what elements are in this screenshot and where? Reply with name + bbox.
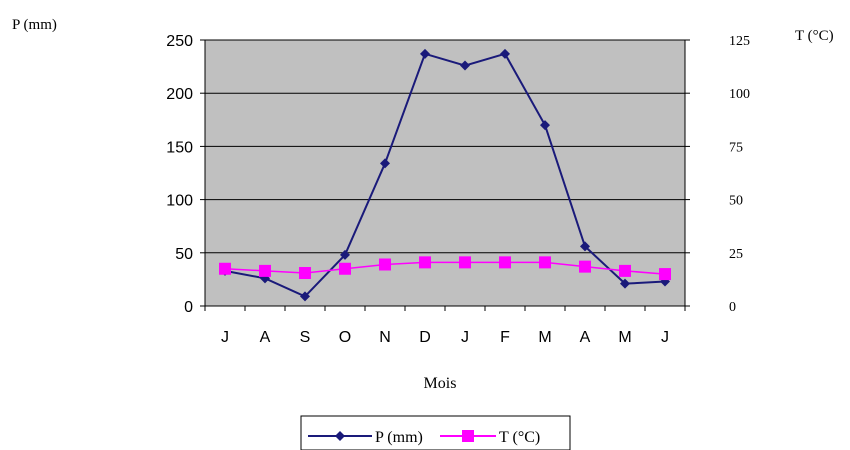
- y-right-tick-label: 75: [729, 140, 743, 155]
- y-right-tick-label: 25: [729, 247, 743, 262]
- y-right-tick-label: 125: [729, 34, 750, 49]
- y-axis-left-label: P (mm): [12, 17, 57, 33]
- p-data-point: [580, 241, 590, 252]
- plot-area: [204, 39, 686, 307]
- t-data-point: [539, 256, 551, 269]
- x-tick-label: M: [538, 329, 551, 346]
- x-tick-label: D: [419, 329, 431, 346]
- x-tick-label: F: [500, 329, 510, 346]
- legend-label-p: P (mm): [375, 429, 423, 446]
- x-tick-label: N: [379, 329, 391, 346]
- t-data-point: [659, 268, 671, 281]
- p-data-point: [300, 291, 310, 302]
- series-line-1: [224, 261, 666, 275]
- p-data-point: [500, 48, 510, 59]
- y-left-tick-label: 250: [166, 33, 193, 50]
- x-tick-label: J: [661, 329, 669, 346]
- y-right-tick-label: 0: [729, 300, 736, 315]
- x-tick-label: J: [461, 329, 469, 346]
- gridlines: [205, 39, 685, 254]
- t-data-point: [459, 256, 471, 269]
- y-axis-right-label: T (°C): [795, 28, 834, 44]
- t-data-point: [259, 264, 271, 277]
- p-data-point: [380, 158, 390, 169]
- x-tick-label: A: [260, 329, 271, 346]
- t-data-point: [219, 262, 231, 275]
- y-left-tick-label: 150: [166, 139, 193, 156]
- t-data-point: [419, 256, 431, 269]
- x-tick-label: J: [221, 329, 229, 346]
- x-tick-label: A: [580, 329, 591, 346]
- legend: P (mm) T (°C): [300, 415, 571, 450]
- axes: 0 50 100 150 200 250 0 25 50 75 100 125 J A S O N D J F M A M J: [166, 33, 750, 346]
- series-layer: [219, 48, 671, 302]
- p-data-point: [620, 278, 630, 289]
- t-data-point: [339, 262, 351, 275]
- y-left-tick-label: 200: [166, 86, 193, 103]
- legend-box: [300, 415, 571, 450]
- x-tick-label: S: [300, 329, 311, 346]
- y-left-tick-label: 0: [184, 299, 193, 316]
- series-line-0: [224, 52, 666, 298]
- p-data-point: [420, 48, 430, 59]
- p-data-point: [540, 120, 550, 131]
- p-data-point: [340, 249, 350, 260]
- y-right-tick-label: 100: [729, 87, 750, 102]
- x-tick-label: O: [339, 329, 351, 346]
- t-data-point: [299, 267, 311, 280]
- t-data-point: [579, 260, 591, 273]
- t-data-point: [379, 258, 391, 271]
- legend-swatch-p-marker: [335, 431, 345, 441]
- legend-label-t: T (°C): [499, 429, 540, 446]
- y-left-tick-label: 50: [175, 246, 193, 263]
- x-axis-label: Mois: [424, 375, 457, 392]
- y-right-tick-label: 50: [729, 194, 743, 209]
- x-tick-label: M: [618, 329, 631, 346]
- legend-swatch-t-marker: [462, 430, 474, 442]
- t-data-point: [499, 256, 511, 269]
- y-left-tick-label: 100: [166, 193, 193, 210]
- p-data-point: [460, 60, 470, 71]
- t-data-point: [619, 264, 631, 277]
